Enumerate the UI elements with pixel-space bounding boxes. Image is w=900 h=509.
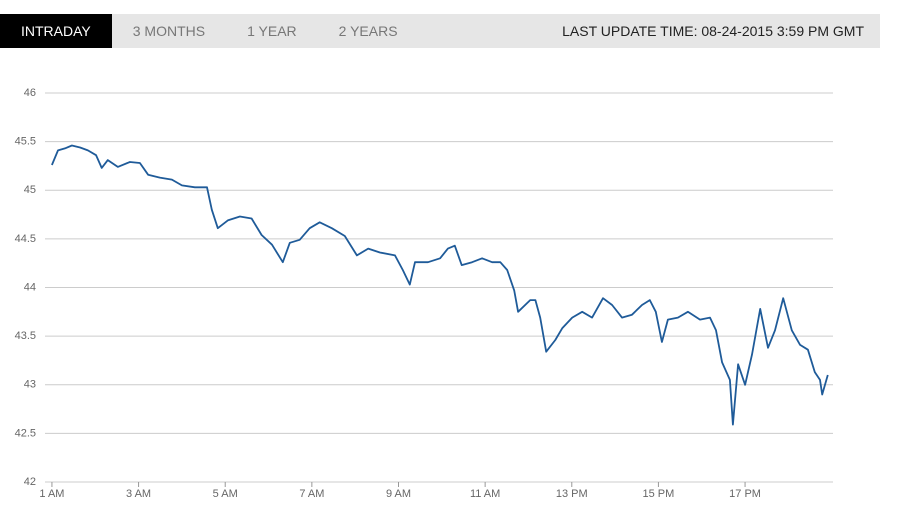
y-tick-label: 44 bbox=[24, 281, 36, 293]
y-tick-label: 43 bbox=[24, 379, 36, 391]
tab[interactable]: INTRADAY bbox=[0, 14, 112, 48]
last-update: LAST UPDATE TIME: 08-24-2015 3:59 PM GMT bbox=[562, 23, 864, 39]
y-tick-label: 42 bbox=[24, 476, 36, 488]
x-tick-label: 9 AM bbox=[386, 488, 411, 500]
y-tick-label: 46 bbox=[24, 87, 36, 99]
price-line bbox=[51, 144, 829, 426]
y-tick-label: 42.5 bbox=[15, 427, 36, 439]
x-tick-label: 5 AM bbox=[213, 488, 238, 500]
tab[interactable]: 1 YEAR bbox=[247, 23, 297, 39]
y-tick-label: 45.5 bbox=[15, 136, 36, 148]
x-tick-label: 11 AM bbox=[470, 488, 500, 500]
tab[interactable]: 2 YEARS bbox=[338, 23, 398, 39]
x-tick-label: 7 AM bbox=[299, 488, 324, 500]
x-tick-label: 17 PM bbox=[729, 488, 761, 500]
tab-bar: INTRADAY 3 MONTHS 1 YEAR 2 YEARS LAST UP… bbox=[0, 14, 880, 48]
y-tick-label: 45 bbox=[24, 184, 36, 196]
x-tick-label: 15 PM bbox=[643, 488, 675, 500]
x-tick-label: 3 AM bbox=[126, 488, 151, 500]
y-tick-label: 44.5 bbox=[15, 233, 36, 245]
tab[interactable]: 3 MONTHS bbox=[132, 23, 206, 39]
x-tick-label: 13 PM bbox=[556, 488, 588, 500]
x-tick-label: 1 AM bbox=[39, 488, 64, 500]
y-tick-label: 43.5 bbox=[15, 330, 36, 342]
